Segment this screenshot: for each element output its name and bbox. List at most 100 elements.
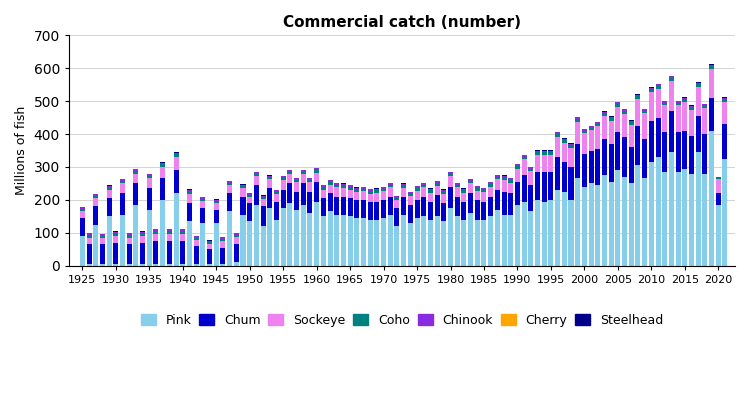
- Bar: [187, 221, 192, 266]
- Bar: [308, 213, 313, 266]
- Bar: [180, 229, 185, 231]
- Bar: [495, 190, 500, 210]
- Bar: [582, 131, 587, 133]
- Bar: [662, 105, 668, 132]
- Bar: [468, 213, 473, 266]
- Bar: [381, 218, 386, 266]
- Bar: [575, 122, 580, 144]
- Bar: [488, 216, 494, 266]
- Bar: [120, 184, 125, 193]
- Bar: [509, 183, 513, 193]
- Bar: [676, 103, 680, 105]
- Bar: [669, 78, 674, 81]
- Bar: [374, 190, 380, 193]
- Bar: [280, 180, 286, 190]
- Bar: [274, 194, 279, 201]
- Bar: [656, 84, 661, 86]
- Bar: [401, 184, 406, 186]
- Bar: [180, 241, 185, 264]
- Bar: [287, 184, 292, 203]
- Bar: [696, 87, 700, 116]
- Bar: [441, 221, 446, 266]
- Bar: [528, 171, 533, 185]
- Bar: [394, 198, 400, 200]
- Bar: [716, 178, 721, 180]
- Bar: [140, 232, 145, 233]
- Bar: [254, 205, 259, 266]
- Bar: [166, 229, 172, 231]
- Bar: [381, 191, 386, 200]
- Bar: [113, 236, 118, 243]
- Bar: [314, 168, 320, 170]
- Bar: [147, 210, 152, 266]
- Bar: [495, 210, 500, 266]
- Bar: [241, 185, 245, 186]
- Bar: [341, 215, 346, 266]
- Bar: [106, 216, 112, 266]
- Bar: [80, 236, 85, 266]
- Bar: [468, 179, 473, 181]
- Bar: [267, 208, 272, 266]
- Bar: [669, 81, 674, 111]
- Bar: [106, 198, 112, 216]
- Bar: [341, 188, 346, 197]
- Bar: [722, 99, 728, 102]
- Bar: [548, 155, 554, 172]
- Bar: [589, 126, 593, 127]
- Bar: [422, 185, 426, 188]
- Bar: [441, 203, 446, 221]
- Bar: [214, 201, 219, 203]
- Bar: [482, 219, 487, 266]
- Bar: [154, 231, 158, 234]
- Bar: [341, 186, 346, 188]
- Bar: [415, 218, 419, 266]
- Bar: [522, 201, 526, 266]
- Bar: [515, 169, 520, 182]
- Bar: [461, 189, 466, 190]
- Bar: [582, 154, 587, 187]
- Bar: [388, 185, 393, 188]
- Bar: [214, 223, 219, 266]
- Bar: [555, 190, 560, 266]
- Bar: [368, 201, 373, 219]
- Bar: [160, 178, 165, 200]
- Bar: [448, 172, 453, 174]
- Bar: [173, 154, 178, 157]
- Bar: [468, 181, 473, 184]
- Bar: [334, 197, 339, 215]
- Bar: [682, 99, 687, 102]
- Bar: [254, 185, 259, 205]
- Bar: [515, 164, 520, 166]
- Bar: [502, 215, 506, 266]
- Bar: [635, 165, 640, 266]
- Bar: [635, 99, 640, 126]
- Bar: [401, 186, 406, 188]
- Bar: [454, 188, 460, 197]
- Bar: [488, 187, 494, 197]
- Bar: [147, 174, 152, 176]
- Bar: [134, 174, 139, 184]
- Bar: [227, 193, 232, 211]
- Bar: [555, 132, 560, 134]
- Bar: [696, 84, 700, 87]
- Bar: [542, 172, 547, 201]
- Bar: [709, 66, 714, 69]
- Bar: [308, 182, 313, 192]
- Bar: [314, 170, 320, 172]
- Bar: [241, 188, 245, 197]
- Bar: [374, 189, 380, 190]
- Bar: [609, 121, 613, 144]
- Bar: [628, 122, 634, 125]
- Bar: [542, 155, 547, 172]
- Bar: [234, 233, 238, 235]
- Bar: [187, 194, 192, 203]
- Bar: [408, 192, 413, 194]
- Bar: [394, 196, 400, 198]
- Bar: [207, 241, 212, 242]
- Bar: [615, 170, 620, 266]
- Bar: [287, 174, 292, 184]
- Bar: [308, 192, 313, 213]
- Bar: [509, 178, 513, 180]
- Bar: [354, 190, 359, 192]
- Bar: [609, 117, 613, 118]
